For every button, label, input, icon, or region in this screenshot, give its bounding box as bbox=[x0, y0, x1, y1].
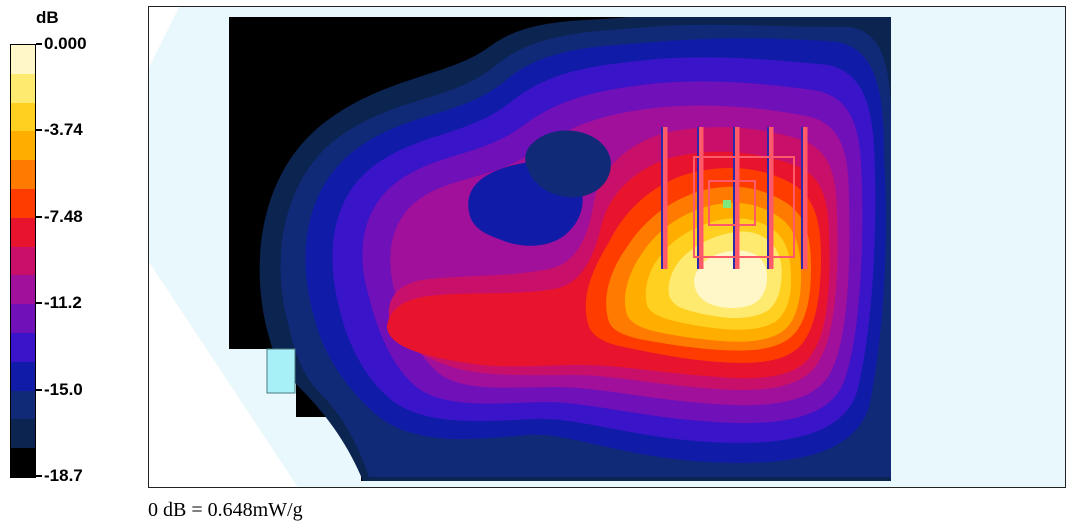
colorbar-band bbox=[11, 361, 35, 392]
colorbar-tick bbox=[36, 475, 42, 477]
colorbar-tick bbox=[36, 388, 42, 391]
reference-note: 0 dB = 0.648mW/g bbox=[148, 499, 303, 521]
colorbar-tick bbox=[36, 129, 42, 132]
colorbar-band bbox=[11, 448, 35, 477]
colorbar-band bbox=[11, 73, 35, 104]
sar-distribution-map bbox=[148, 6, 1066, 488]
zoom-scan-inner bbox=[708, 180, 756, 226]
colorbar-tick-label: -18.7 bbox=[44, 466, 83, 485]
colorbar-band bbox=[11, 189, 35, 219]
peak-probe-point bbox=[723, 200, 731, 208]
colorbar-tick-label: -11.2 bbox=[44, 293, 82, 313]
colorbar-band bbox=[11, 419, 35, 450]
colorbar-tick-label: -7.48 bbox=[44, 206, 83, 226]
colorbar-band bbox=[11, 246, 35, 277]
colorbar-band bbox=[11, 45, 35, 75]
colorbar-tick-label: -15.0 bbox=[44, 379, 83, 399]
colorbar-band bbox=[11, 304, 35, 334]
colorbar-band bbox=[11, 160, 35, 190]
colorbar-band bbox=[11, 275, 35, 306]
colorbar-tick bbox=[36, 302, 42, 305]
phantom-edge-left bbox=[149, 7, 179, 67]
colorbar-band bbox=[11, 217, 35, 248]
colorbar-tick-label: 0.000 bbox=[44, 34, 87, 53]
phantom-marker bbox=[266, 348, 296, 394]
colorbar-band bbox=[11, 333, 35, 363]
contour-level-14 bbox=[694, 250, 767, 308]
contour-low-region-core bbox=[525, 130, 611, 198]
zoom-scan-outer bbox=[693, 156, 795, 258]
colorbar-tick-label: -3.74 bbox=[44, 120, 83, 140]
colorbar-band bbox=[11, 102, 35, 133]
colorbar-tick bbox=[36, 43, 42, 45]
colorbar-unit-label: dB bbox=[36, 8, 59, 27]
colorbar-band bbox=[11, 131, 35, 162]
scan-grid bbox=[661, 127, 808, 269]
colorbar-tick bbox=[36, 215, 42, 218]
sar-map-svg bbox=[149, 7, 1065, 487]
colorbar-band bbox=[11, 390, 35, 421]
colorbar bbox=[10, 44, 36, 478]
